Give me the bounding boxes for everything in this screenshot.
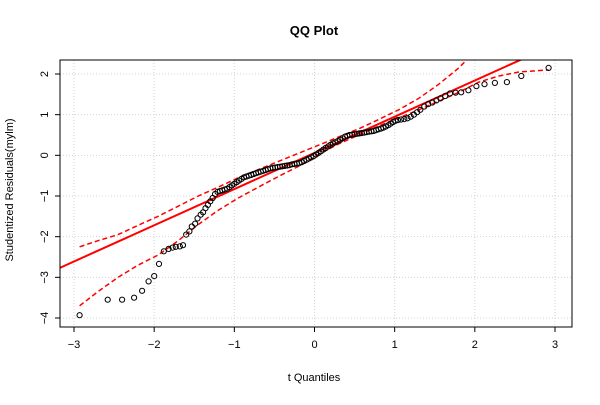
envelope-upper-line xyxy=(79,60,468,248)
data-point xyxy=(417,106,424,113)
x-axis-label: t Quantiles xyxy=(288,372,341,384)
y-tick-label: −3 xyxy=(39,271,51,284)
y-tick-label: −2 xyxy=(39,230,51,243)
y-axis: −4 −3 −2 −1 0 1 2 xyxy=(39,71,60,324)
data-point xyxy=(104,296,111,303)
data-point xyxy=(394,116,401,124)
data-point xyxy=(131,294,138,301)
x-tick-label: −3 xyxy=(68,339,81,351)
data-point xyxy=(119,296,126,303)
data-point xyxy=(76,312,83,319)
x-tick-label: 3 xyxy=(552,339,558,351)
data-point xyxy=(155,260,163,267)
x-tick-label: −2 xyxy=(148,339,161,351)
data-point xyxy=(192,220,199,227)
y-axis-label: Studentized Residuals(mylm) xyxy=(4,118,16,261)
data-point xyxy=(401,116,408,123)
envelope-lower-line xyxy=(79,69,549,307)
data-point xyxy=(186,228,193,235)
data-point xyxy=(398,116,405,123)
confidence-envelope xyxy=(79,60,549,307)
grid-lines xyxy=(60,60,572,327)
data-point xyxy=(188,223,195,230)
data-point xyxy=(151,273,158,280)
data-point xyxy=(160,248,167,255)
data-point xyxy=(404,115,411,122)
data-point xyxy=(183,231,190,238)
data-point xyxy=(442,92,449,100)
y-tick-label: 1 xyxy=(39,112,51,118)
x-tick-label: −1 xyxy=(228,339,241,351)
data-point xyxy=(458,89,465,96)
data-point xyxy=(194,215,201,222)
plot-frame xyxy=(59,59,573,328)
data-point xyxy=(491,79,498,87)
data-point xyxy=(169,244,176,251)
data-point xyxy=(407,113,414,120)
data-point xyxy=(481,81,488,88)
x-tick-label: 1 xyxy=(392,339,398,351)
data-point xyxy=(425,101,432,108)
data-point xyxy=(172,243,179,250)
data-point xyxy=(139,287,146,294)
y-tick-label: −1 xyxy=(39,190,51,203)
y-tick-label: 0 xyxy=(39,152,51,158)
data-point xyxy=(465,87,472,94)
data-point xyxy=(165,245,172,252)
y-tick-label: 2 xyxy=(39,71,51,77)
data-point xyxy=(473,83,480,90)
x-tick-label: 0 xyxy=(311,339,317,351)
data-point xyxy=(176,243,183,250)
data-point xyxy=(518,72,525,80)
data-point xyxy=(145,278,152,285)
y-tick-label: −4 xyxy=(39,312,51,325)
chart-title: QQ Plot xyxy=(290,23,339,38)
data-point xyxy=(446,90,454,97)
data-point xyxy=(503,79,510,86)
data-point xyxy=(437,95,444,102)
data-points xyxy=(76,64,552,319)
x-axis: −3 −2 −1 0 1 2 3 xyxy=(68,327,558,351)
data-point xyxy=(545,64,552,72)
data-point xyxy=(179,242,187,249)
x-tick-label: 2 xyxy=(472,339,478,351)
